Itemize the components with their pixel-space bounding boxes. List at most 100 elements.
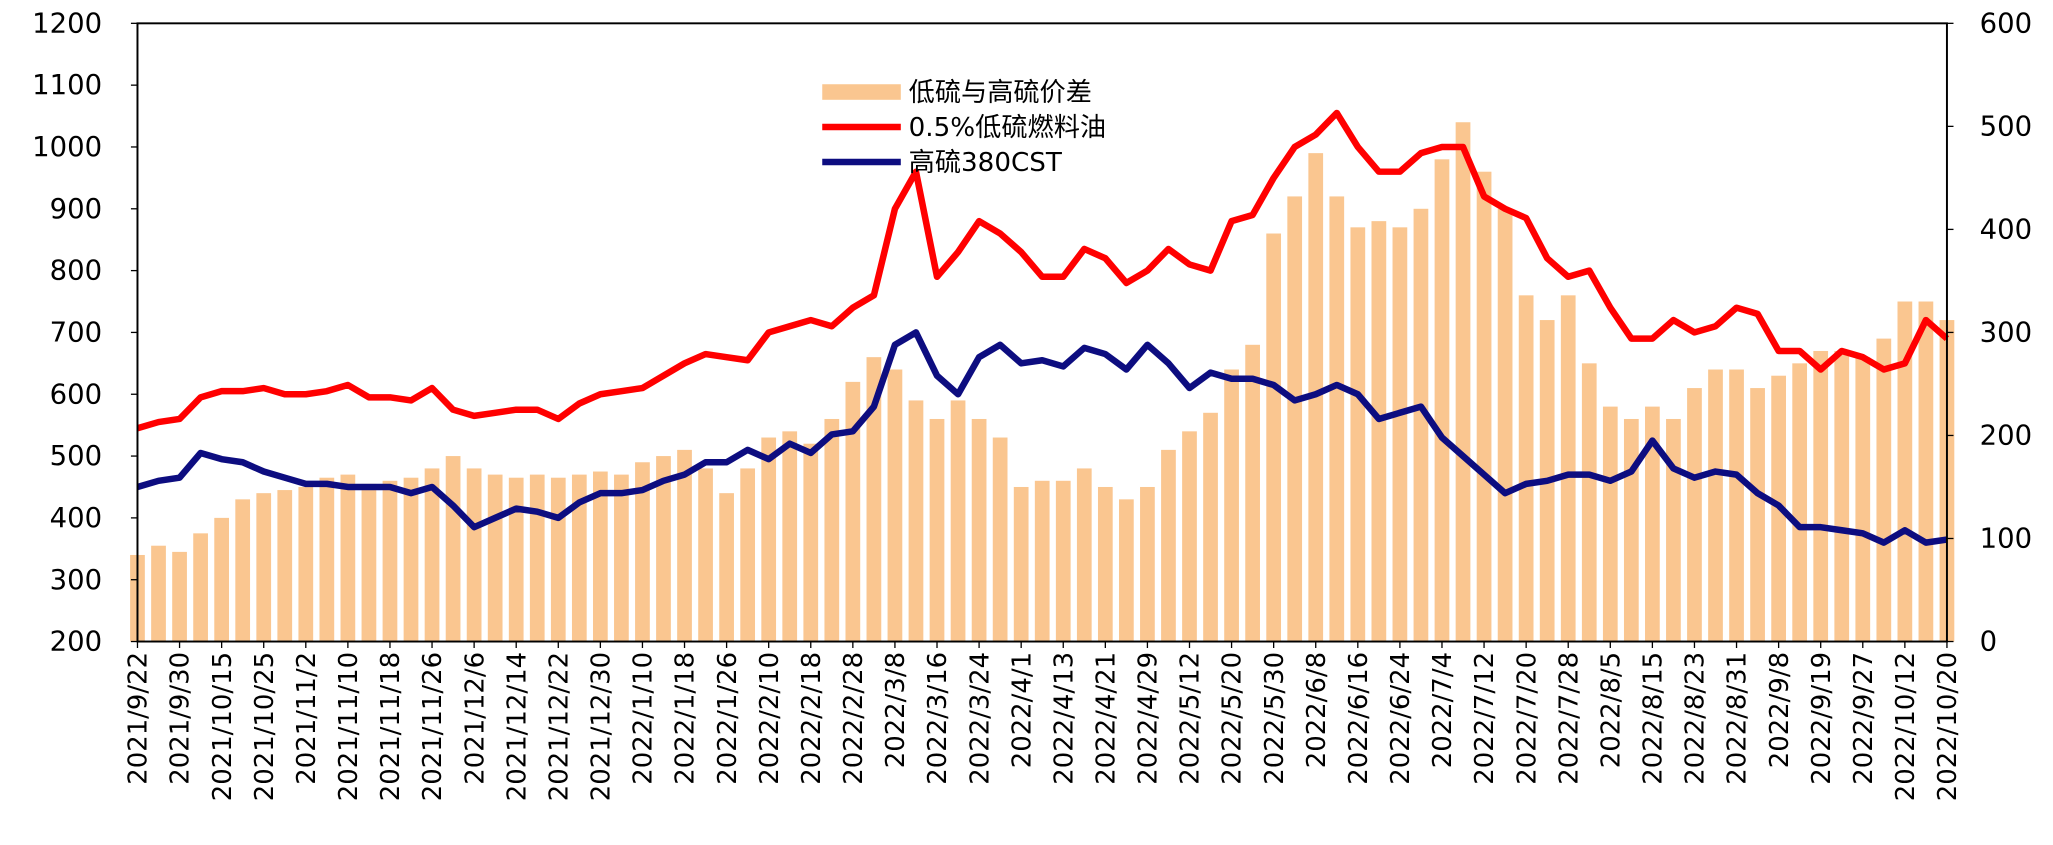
bar xyxy=(1203,412,1218,642)
x-tick-label: 2022/7/12 xyxy=(1470,652,1500,785)
y-tick-label: 200 xyxy=(50,627,102,658)
line-series xyxy=(136,109,1950,432)
x-tick-label: 2022/3/8 xyxy=(881,652,911,768)
x-tick-label: 2021/12/14 xyxy=(502,652,532,801)
bar xyxy=(529,474,545,642)
bar xyxy=(1476,171,1492,642)
x-tick-label: 2022/9/8 xyxy=(1765,652,1795,768)
bar xyxy=(151,545,166,642)
bar xyxy=(1750,388,1765,642)
bar xyxy=(1708,369,1723,642)
bar xyxy=(1434,159,1450,642)
x-tick-label: 2022/5/20 xyxy=(1218,652,1248,785)
y-tick-label: 700 xyxy=(50,318,102,349)
y-tick-label: 1000 xyxy=(32,132,102,163)
bar xyxy=(1013,486,1029,642)
bar xyxy=(1097,486,1113,642)
y2-tick-label: 100 xyxy=(1980,524,2032,555)
bar xyxy=(424,468,440,642)
bar xyxy=(950,400,966,642)
x-tick-label: 2021/10/15 xyxy=(208,652,238,801)
bar xyxy=(1834,350,1850,642)
bar xyxy=(887,369,903,642)
bar xyxy=(614,474,629,642)
x-tick-label: 2021/11/10 xyxy=(334,652,364,801)
bar xyxy=(1182,431,1197,642)
bar xyxy=(929,418,945,642)
x-tick-label: 2022/1/10 xyxy=(628,652,658,785)
x-tick-label: 2022/9/27 xyxy=(1849,652,1879,785)
x-tick-label: 2021/10/25 xyxy=(250,652,280,801)
bar xyxy=(1287,196,1303,642)
bar xyxy=(256,493,272,642)
bar xyxy=(445,456,461,642)
bar xyxy=(992,437,1008,642)
y-tick-label: 600 xyxy=(50,379,102,410)
x-tick-label: 2022/10/12 xyxy=(1891,652,1921,801)
bar xyxy=(466,468,482,642)
x-tick-label: 2022/7/28 xyxy=(1554,652,1584,785)
bar xyxy=(1076,468,1092,642)
x-tick-label: 2021/12/6 xyxy=(460,652,490,785)
bar xyxy=(698,468,713,642)
bar xyxy=(803,443,819,642)
x-tick-label: 2022/4/1 xyxy=(1007,652,1037,768)
bar xyxy=(740,468,756,642)
bar xyxy=(866,357,882,642)
bar xyxy=(761,437,777,642)
bar xyxy=(1224,369,1239,642)
bar xyxy=(1581,363,1597,642)
y-tick-label: 1200 xyxy=(32,9,102,40)
bar xyxy=(1645,406,1660,642)
bar xyxy=(1813,350,1829,642)
x-tick-label: 2022/5/30 xyxy=(1260,652,1290,785)
bar xyxy=(235,499,251,642)
bar xyxy=(550,477,566,642)
y2-tick-label: 200 xyxy=(1980,421,2032,452)
bar xyxy=(382,480,398,642)
bar xyxy=(277,490,293,642)
x-tick-label: 2022/1/26 xyxy=(713,652,743,785)
line-series xyxy=(136,329,1948,546)
bar xyxy=(1161,449,1176,642)
bar xyxy=(782,431,798,642)
x-tick-label: 2022/4/21 xyxy=(1091,652,1121,785)
bar xyxy=(719,493,734,642)
x-tick-label: 2022/6/16 xyxy=(1344,652,1374,785)
bar xyxy=(824,418,840,642)
bar xyxy=(971,418,987,642)
bar xyxy=(1602,406,1618,642)
bar xyxy=(1392,227,1408,642)
bar xyxy=(340,474,356,642)
y2-tick-label: 0 xyxy=(1980,627,1997,658)
x-tick-label: 2021/9/30 xyxy=(166,652,196,785)
x-tick-label: 2022/4/29 xyxy=(1133,652,1163,785)
x-tick-label: 2022/7/20 xyxy=(1512,652,1542,785)
y-tick-label: 800 xyxy=(50,256,102,287)
bar xyxy=(1792,363,1808,642)
bar xyxy=(1497,208,1513,642)
bar xyxy=(1329,196,1345,642)
x-tick-label: 2022/8/5 xyxy=(1596,652,1626,768)
bar xyxy=(635,462,650,642)
bar xyxy=(1140,486,1155,642)
bar xyxy=(1666,418,1681,642)
x-tick-label: 2022/7/4 xyxy=(1428,652,1458,768)
x-tick-label: 2022/6/8 xyxy=(1302,652,1332,768)
bar xyxy=(1266,233,1282,642)
bar xyxy=(1034,480,1050,642)
bar xyxy=(214,517,230,642)
y-tick-label: 900 xyxy=(50,194,102,225)
legend-label: 低硫与高硫价差 xyxy=(909,78,1092,108)
y2-tick-label: 300 xyxy=(1980,318,2032,349)
x-tick-label: 2021/12/22 xyxy=(544,652,574,801)
x-tick-label: 2022/9/19 xyxy=(1807,652,1837,785)
bar xyxy=(593,471,608,642)
y2-tick-label: 600 xyxy=(1980,9,2032,40)
bar xyxy=(1855,357,1871,642)
y2-tick-label: 500 xyxy=(1980,112,2032,143)
x-tick-label: 2022/2/28 xyxy=(839,652,869,785)
x-tick-label: 2022/5/12 xyxy=(1176,652,1206,785)
